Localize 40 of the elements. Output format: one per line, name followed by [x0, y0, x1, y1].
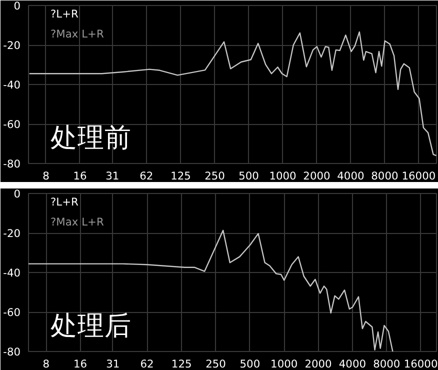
annotation: ?L+R	[50, 8, 80, 20]
x-tick-label: 16	[73, 358, 88, 370]
x-tick-label: 8	[42, 358, 50, 370]
y-tick-label: -40	[3, 266, 21, 280]
x-tick-label: 62	[140, 358, 154, 370]
y-tick-label: -60	[3, 118, 21, 131]
x-tick-label: 4000	[337, 170, 365, 182]
y-tick-label: -20	[3, 227, 21, 240]
x-tick-label: 1000	[270, 358, 298, 370]
x-tick-label: 250	[206, 358, 226, 370]
x-tick-label: 16000	[404, 358, 438, 370]
x-tick-label: 16000	[402, 170, 436, 182]
x-tick-label: 31	[106, 170, 120, 182]
x-tick-label: 250	[204, 170, 226, 182]
annotation: 处理后	[50, 310, 132, 342]
x-tick-label: 2000	[304, 358, 332, 370]
y-tick-label: -80	[3, 346, 21, 358]
x-tick-label: 8	[42, 170, 50, 182]
x-tick-label: 62	[140, 170, 154, 182]
annotation: ?Max L+R	[50, 28, 104, 40]
x-tick-label: 1000	[269, 170, 297, 182]
y-tick-label: 0	[14, 188, 21, 200]
x-tick-label: 16	[73, 170, 87, 182]
x-tick-label: 8000	[373, 358, 400, 370]
x-tick-label: 31	[106, 358, 120, 370]
annotation: ?L+R	[50, 196, 80, 208]
x-tick-label: 4000	[338, 358, 366, 370]
y-tick-label: 0	[14, 0, 21, 12]
x-tick-label: 125	[171, 358, 192, 370]
y-tick-label: -80	[3, 158, 21, 170]
x-tick-label: 500	[240, 358, 260, 370]
x-tick-label: 125	[170, 170, 191, 182]
x-tick-label: 500	[238, 170, 260, 182]
annotation: ?Max L+R	[50, 216, 104, 228]
x-tick-label: 2000	[303, 170, 331, 182]
y-tick-label: -20	[3, 39, 21, 52]
y-tick-label: -40	[3, 78, 21, 92]
annotation: 处理前	[50, 122, 132, 154]
y-tick-label: -60	[3, 306, 21, 319]
x-tick-label: 8000	[371, 170, 398, 182]
